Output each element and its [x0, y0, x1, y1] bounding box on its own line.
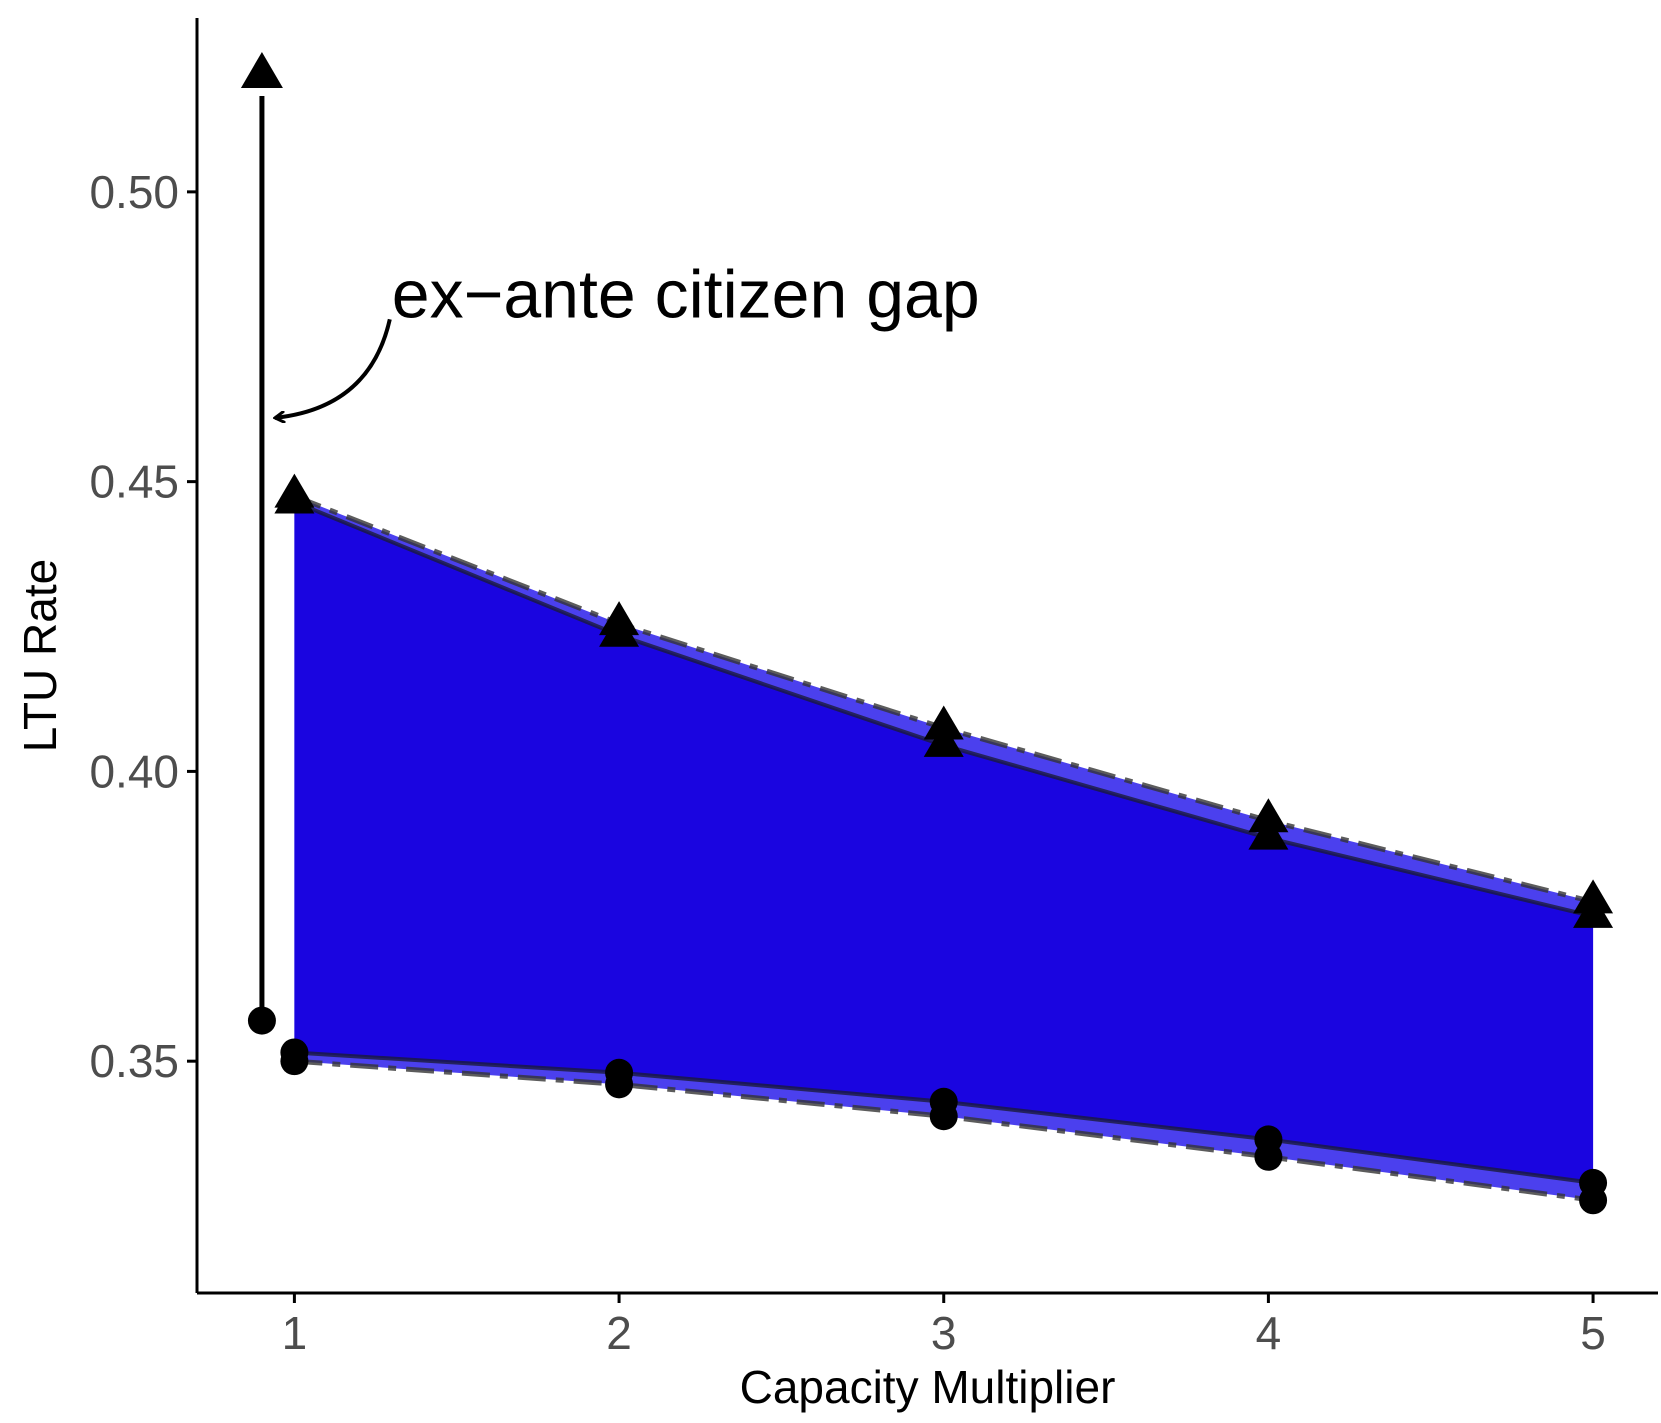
y-tick-label: 0.45	[89, 456, 179, 508]
circle-point	[1254, 1142, 1283, 1171]
x-tick-label: 5	[1580, 1307, 1606, 1359]
circle-point	[605, 1070, 634, 1099]
circle-point	[280, 1047, 309, 1076]
y-tick-label: 0.35	[89, 1035, 179, 1087]
x-tick-label: 1	[282, 1307, 308, 1359]
y-axis-title: LTU Rate	[14, 559, 66, 752]
triangle-point	[274, 473, 315, 508]
annotation-arrow	[275, 318, 392, 418]
axes	[195, 18, 1658, 1295]
triangle-point	[923, 705, 964, 740]
circle-point	[1579, 1186, 1608, 1215]
x-tick-label: 2	[606, 1307, 632, 1359]
annotation-label: ex−ante citizen gap	[392, 256, 980, 332]
triangle-point	[923, 722, 964, 757]
triangle-point	[599, 601, 640, 636]
gap-start-point	[247, 1006, 276, 1035]
annotation: ex−ante citizen gap	[275, 256, 980, 418]
x-tick-label: 4	[1256, 1307, 1282, 1359]
plot-area	[240, 51, 1614, 1215]
triangle-point	[1248, 798, 1289, 833]
triangle-point	[1573, 879, 1614, 914]
y-tick-label: 0.40	[89, 745, 179, 797]
triangle-point	[1248, 815, 1289, 850]
ticks: 0.35 0.40 0.45 0.50 1 2 3 4 5	[89, 166, 1605, 1359]
x-axis-title: Capacity Multiplier	[740, 1361, 1116, 1413]
series-line-4	[294, 1058, 1594, 1203]
gap-arrow-head	[240, 51, 283, 88]
gap-band	[294, 501, 1594, 1183]
circle-point	[929, 1102, 958, 1131]
y-tick-label: 0.50	[89, 166, 179, 218]
x-tick-label: 3	[931, 1307, 957, 1359]
